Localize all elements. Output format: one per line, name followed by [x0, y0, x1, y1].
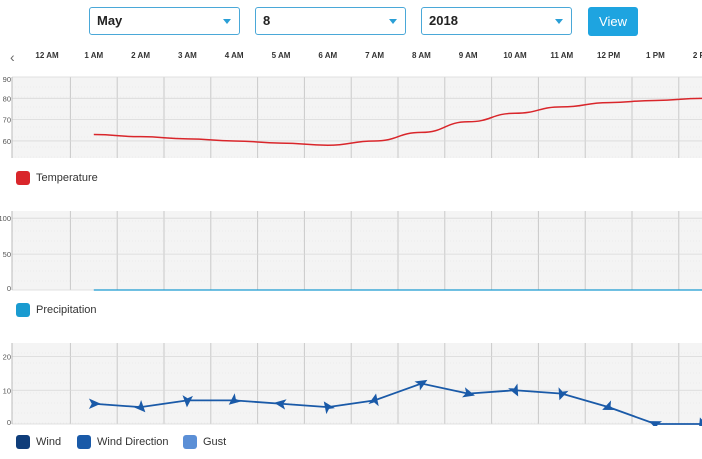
plot-background: [12, 343, 702, 424]
wind-direction-marker[interactable]: [273, 398, 287, 410]
legend-label-wind: Wind: [36, 436, 62, 448]
temperature-chart: 60 70 80 90: [3, 75, 702, 158]
wind-direction-marker[interactable]: [647, 416, 663, 426]
year-select-value: 2018: [429, 13, 458, 28]
time-label: 1 AM: [84, 51, 104, 60]
y-tick-label: 20: [3, 353, 11, 362]
wind-swatch: [16, 435, 30, 449]
wind-direction-marker[interactable]: [225, 393, 242, 409]
time-label: 9 AM: [458, 51, 478, 60]
legend-item-wind-direction[interactable]: Wind Direction: [77, 435, 169, 449]
y-tick-label: 70: [3, 116, 11, 125]
wind-direction-marker[interactable]: [462, 387, 476, 400]
chevron-down-icon: [223, 19, 231, 24]
wind-legend: Wind Wind Direction Gust: [16, 435, 316, 451]
time-label: 11 AM: [550, 51, 574, 60]
plot-background: [12, 77, 702, 158]
view-button[interactable]: View: [588, 7, 638, 36]
time-label: 12 PM: [597, 51, 621, 60]
legend-item-gust[interactable]: Gust: [183, 435, 226, 449]
wind-chart: 0 10 20: [3, 343, 702, 426]
time-label: 4 AM: [224, 51, 244, 60]
time-label: 6 AM: [318, 51, 338, 60]
y-tick-label: 0: [7, 418, 11, 426]
wind-direction-marker[interactable]: [414, 375, 430, 391]
y-tick-label: 100: [0, 214, 11, 223]
y-tick-label: 50: [3, 250, 11, 259]
wind-direction-marker[interactable]: [508, 383, 523, 399]
wind-direction-swatch: [77, 435, 91, 449]
legend-item-precipitation[interactable]: Precipitation: [16, 303, 97, 317]
chevron-left-icon[interactable]: ‹: [10, 49, 15, 65]
wind-direction-marker[interactable]: [88, 398, 101, 410]
temperature-swatch: [16, 171, 30, 185]
time-label: 7 AM: [365, 51, 385, 60]
year-select[interactable]: 2018: [421, 7, 572, 35]
time-label: 12 AM: [35, 51, 59, 60]
chevron-down-icon: [389, 19, 397, 24]
time-label: 1 PM: [646, 51, 665, 60]
date-filter-toolbar: May 8 2018 View: [0, 7, 702, 39]
wind-direction-marker[interactable]: [554, 387, 569, 402]
time-label: 10 AM: [503, 51, 527, 60]
time-label: 8 AM: [411, 51, 431, 60]
legend-label-wind-direction: Wind Direction: [97, 436, 169, 448]
y-tick-label: 80: [3, 94, 11, 103]
precipitation-chart: 0 50 100: [0, 211, 702, 292]
wind-direction-marker[interactable]: [600, 400, 616, 414]
series-line: [93, 382, 702, 425]
time-label: 2 PM: [692, 51, 702, 60]
legend-item-temperature[interactable]: Temperature: [16, 171, 98, 185]
series-line: [93, 97, 702, 146]
wind-direction-marker[interactable]: [182, 395, 193, 408]
legend-label-precipitation: Precipitation: [36, 304, 97, 316]
wind-direction-marker[interactable]: [133, 399, 149, 416]
month-select-value: May: [97, 13, 123, 28]
time-label: 3 AM: [177, 51, 197, 60]
time-axis-header: 12 AM 1 AM 2 AM 3 AM 4 AM 5 AM 6 AM 7 AM 8 AM 9 A…: [0, 51, 702, 65]
day-select[interactable]: 8: [255, 7, 406, 35]
legend-label-temperature: Temperature: [36, 172, 98, 184]
y-tick-label: 90: [3, 75, 11, 84]
gust-swatch: [183, 435, 197, 449]
day-select-value: 8: [263, 13, 271, 28]
legend-item-wind[interactable]: Wind: [16, 435, 61, 449]
wind-direction-marker[interactable]: [695, 416, 702, 426]
wind-direction-marker[interactable]: [319, 398, 335, 415]
y-tick-label: 0: [7, 284, 11, 292]
time-label: 2 AM: [131, 51, 151, 60]
precipitation-swatch: [16, 303, 30, 317]
month-select[interactable]: May: [89, 7, 240, 35]
chevron-down-icon: [555, 19, 563, 24]
y-tick-label: 10: [3, 386, 11, 395]
y-tick-label: 60: [3, 137, 11, 146]
legend-label-gust: Gust: [203, 436, 227, 448]
wind-direction-marker[interactable]: [368, 392, 381, 407]
plot-background: [12, 211, 702, 290]
time-label: 5 AM: [271, 51, 291, 60]
